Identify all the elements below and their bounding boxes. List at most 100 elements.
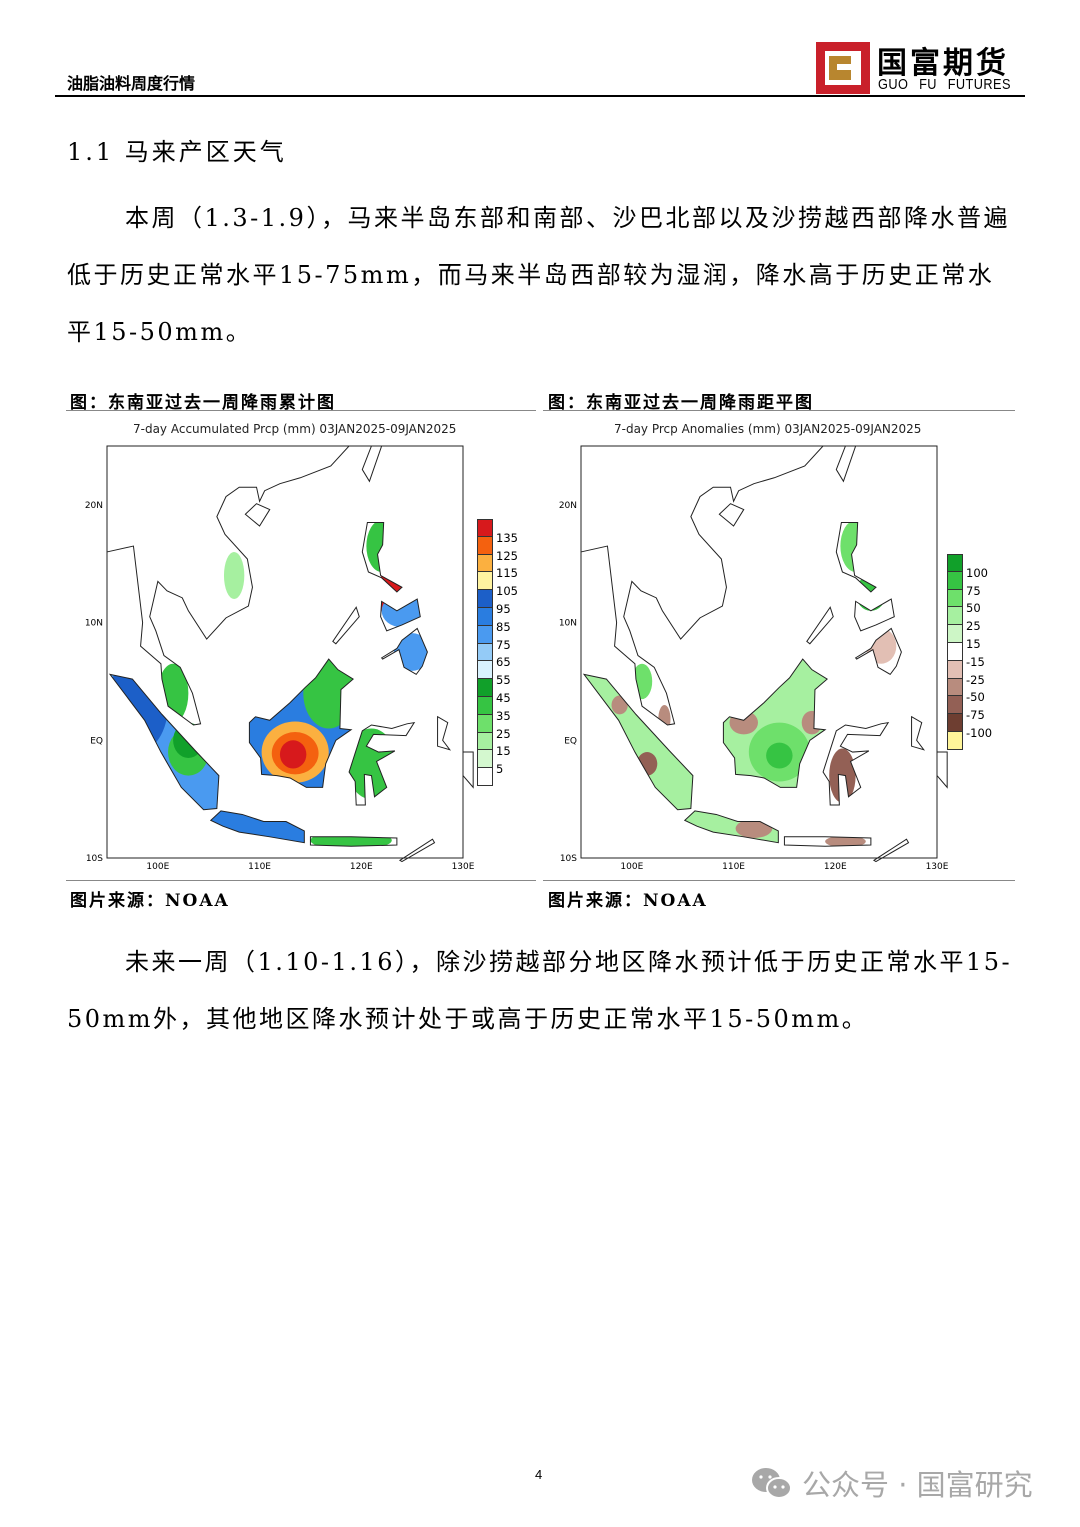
logo-text-cn: 国富期货 xyxy=(877,46,1009,81)
coastline-sumatra xyxy=(108,673,220,811)
coastline-visayas xyxy=(854,598,895,632)
legend-item: -75 xyxy=(947,696,992,721)
coastline-main xyxy=(580,445,825,726)
legend-item: 85 xyxy=(477,607,518,633)
coastline-borneo xyxy=(722,658,828,788)
lon-tick-label: 100E xyxy=(620,862,643,872)
legend-swatch xyxy=(477,625,493,644)
legend-item: 55 xyxy=(477,661,518,686)
legend-swatch xyxy=(947,589,963,608)
accumulated-precip-map: 20N 10N EQ 10S 100E 110E 120E 130E xyxy=(85,445,475,872)
figure-caption-accumulated: 图：东南亚过去一周降雨累计图 xyxy=(70,393,336,413)
coastline-papua xyxy=(462,751,474,789)
report-title: 油脂油料周度行情 xyxy=(67,74,196,93)
precip-region xyxy=(584,674,693,810)
precip-region xyxy=(825,835,866,848)
lat-tick-label: EQ xyxy=(90,736,103,746)
coastline-sulawesi xyxy=(822,721,890,806)
lat-tick-label: 10N xyxy=(559,619,577,629)
legend-item xyxy=(947,731,992,750)
figure-source: 图片来源：NOAA xyxy=(70,891,230,911)
lon-tick-label: 130E xyxy=(452,862,475,872)
map-title-accumulated: 7-day Accumulated Prcp (mm) 03JAN2025-09… xyxy=(133,422,457,436)
legend-swatch xyxy=(477,572,493,591)
legend-swatch xyxy=(947,731,963,750)
lon-tick-label: 110E xyxy=(722,862,745,872)
coastline-papua xyxy=(936,751,948,789)
lat-tick-label: 20N xyxy=(85,501,103,511)
legend-label: -50 xyxy=(966,690,985,705)
precip-region xyxy=(611,695,628,715)
map-frame xyxy=(580,445,938,859)
legend-item: -100 xyxy=(947,714,992,739)
coastline-borneo xyxy=(248,658,354,788)
legend-label: -15 xyxy=(966,654,985,669)
logo-text-en: GUO FU FUTURES xyxy=(878,76,1011,93)
lat-tick-label: 10N xyxy=(85,619,103,629)
legend-label: 15 xyxy=(966,636,981,651)
precip-region xyxy=(393,633,431,671)
coastline-taiwan xyxy=(361,445,383,483)
legend-label: 75 xyxy=(966,583,981,598)
precip-region xyxy=(729,710,758,735)
legend-item: 100 xyxy=(947,554,992,579)
precip-region xyxy=(157,663,189,723)
precip-region xyxy=(173,722,204,758)
precip-region xyxy=(581,446,824,725)
coastline-timor xyxy=(398,838,436,863)
source-divider xyxy=(66,880,536,881)
precip-region xyxy=(636,752,658,776)
legend-item: 125 xyxy=(477,536,518,561)
legend-item xyxy=(477,768,518,786)
legend-swatch xyxy=(947,678,963,697)
legend-item: 115 xyxy=(477,554,518,579)
legend-swatch xyxy=(477,536,493,555)
legend-swatch xyxy=(947,625,963,643)
legend-item: 95 xyxy=(477,590,518,615)
coastline-visayas xyxy=(380,598,421,632)
lon-tick-label: 120E xyxy=(824,862,847,872)
precip-region xyxy=(801,710,823,735)
map-frame xyxy=(106,445,464,859)
coastline-sumatra xyxy=(582,673,694,811)
legend-swatch xyxy=(477,519,493,537)
legend-label: 35 xyxy=(496,708,511,723)
legend-swatch xyxy=(947,660,963,679)
legend-swatch xyxy=(477,679,493,697)
lat-tick-label: 10S xyxy=(86,854,103,864)
coastline-luzon xyxy=(835,522,877,593)
legend-swatch xyxy=(477,607,493,626)
legend-item: 105 xyxy=(477,572,518,597)
precip-region xyxy=(210,810,305,843)
legend-item: -50 xyxy=(947,678,992,703)
coastline-lesser xyxy=(309,836,398,847)
precip-region xyxy=(279,740,307,769)
legend-swatch xyxy=(477,643,493,662)
coastline-main xyxy=(106,445,351,726)
coastline-mindanao xyxy=(380,627,428,676)
legend-item: 15 xyxy=(477,732,518,757)
watermark-text: 公众号 · 国富研究 xyxy=(802,1468,1033,1502)
legend-swatch xyxy=(477,732,493,751)
legend-swatch xyxy=(477,696,493,715)
guofu-logo-icon xyxy=(816,42,870,94)
page-number: 4 xyxy=(535,1467,543,1482)
lon-tick-label: 120E xyxy=(350,862,373,872)
legend-swatch xyxy=(947,696,963,715)
precip-region xyxy=(310,830,392,850)
wechat-watermark: 公众号 · 国富研究 xyxy=(750,1462,1033,1504)
legend-label: 115 xyxy=(496,566,518,581)
accumulated-legend: 135 125 115 105 95 85 75 65 55 45 35 25 15 5 xyxy=(477,519,518,786)
lon-tick-label: 110E xyxy=(248,862,271,872)
paragraph-next-week: 未来一周（1.10-1.16），除沙捞越部分地区降水预计低于历史正常水平15-5… xyxy=(67,948,1013,1033)
legend-item: 25 xyxy=(947,607,992,632)
legend-item: 50 xyxy=(947,589,992,614)
legend-item: 65 xyxy=(477,643,518,668)
lat-tick-label: 20N xyxy=(559,501,577,511)
precip-region xyxy=(855,575,887,611)
coastline-mindanao xyxy=(854,627,902,676)
section-title: 1.1 马来产区天气 xyxy=(67,138,287,166)
legend-swatch xyxy=(477,590,493,608)
legend-item: -25 xyxy=(947,660,992,685)
coastline-hainan xyxy=(718,503,745,527)
